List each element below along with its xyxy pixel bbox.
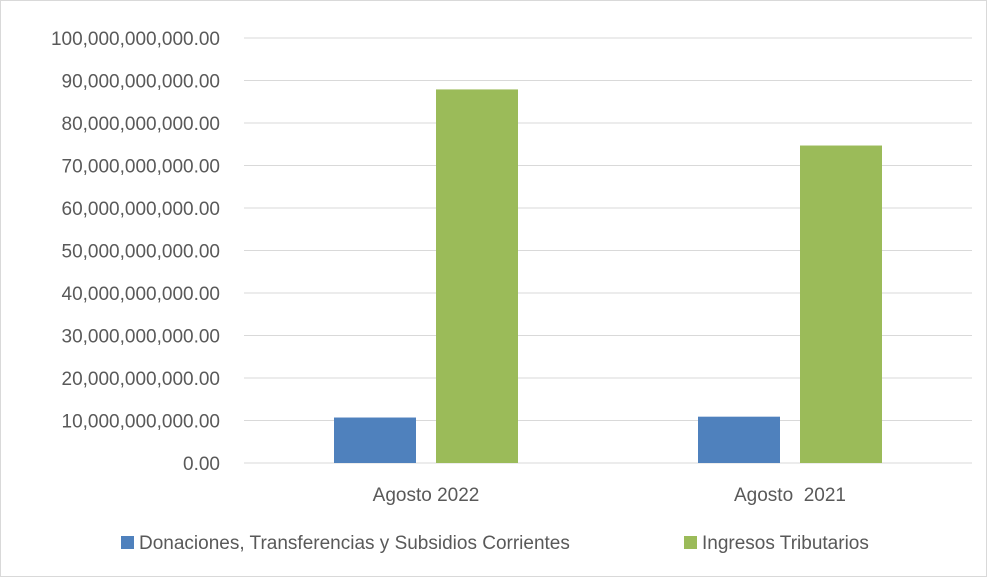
y-axis-ticks: 0.00 10,000,000,000.00 20,000,000,000.00 30… [51, 29, 220, 475]
x-category-label: Agosto 2021 [734, 485, 846, 506]
legend: Donaciones, Transferencias y Subsidios C… [121, 533, 869, 554]
bars [334, 89, 882, 464]
y-tick-label: 0.00 [183, 454, 220, 475]
legend-swatch [684, 536, 697, 549]
y-tick-label: 60,000,000,000.00 [62, 199, 221, 220]
y-tick-label: 50,000,000,000.00 [62, 242, 221, 263]
bar-ingresos-tributarios-1 [800, 145, 882, 463]
y-tick-label: 30,000,000,000.00 [62, 327, 221, 348]
y-tick-label: 20,000,000,000.00 [62, 369, 221, 390]
x-axis-labels: Agosto 2022 Agosto 2021 [373, 485, 846, 506]
bar-ingresos-tributarios-0 [436, 89, 518, 464]
y-tick-label: 70,000,000,000.00 [62, 157, 221, 178]
bar-donaciones-1 [698, 416, 780, 463]
y-tick-label: 80,000,000,000.00 [62, 114, 221, 135]
y-tick-label: 10,000,000,000.00 [62, 412, 221, 433]
bar-donaciones-0 [334, 417, 416, 463]
legend-label: Donaciones, Transferencias y Subsidios C… [139, 533, 570, 554]
legend-label: Ingresos Tributarios [702, 533, 869, 554]
legend-swatch [121, 536, 134, 549]
y-tick-label: 40,000,000,000.00 [62, 284, 221, 305]
x-category-label: Agosto 2022 [373, 485, 480, 506]
y-tick-label: 100,000,000,000.00 [51, 29, 220, 50]
y-tick-label: 90,000,000,000.00 [62, 72, 221, 93]
